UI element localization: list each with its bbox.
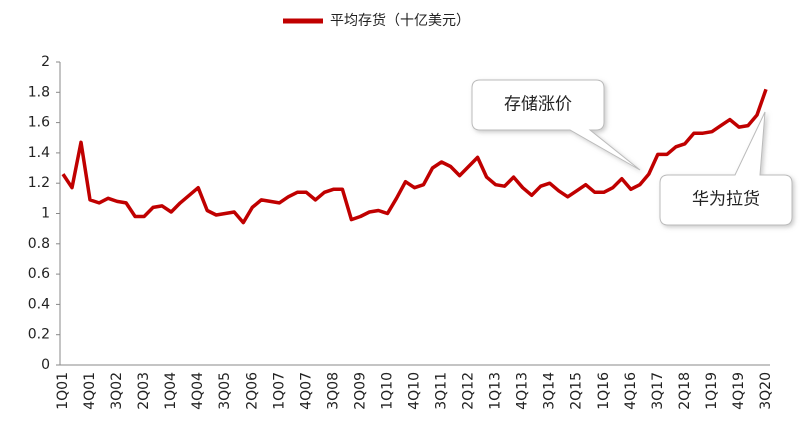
x-tick-label: 4Q16 bbox=[623, 372, 639, 410]
x-tick-label: 4Q13 bbox=[515, 372, 531, 410]
y-tick-label: 1.2 bbox=[28, 175, 50, 191]
x-tick-label: 2Q09 bbox=[352, 372, 368, 410]
x-tick-label: 4Q19 bbox=[731, 372, 747, 410]
x-tick-label: 1Q07 bbox=[271, 372, 287, 410]
x-tick-label: 3Q14 bbox=[542, 372, 558, 410]
y-tick-label: 0.2 bbox=[28, 327, 50, 343]
y-tick-label: 1 bbox=[41, 206, 50, 222]
legend-label: 平均存货（十亿美元） bbox=[330, 12, 470, 29]
x-tick-label: 3Q17 bbox=[650, 372, 666, 410]
x-tick-label: 2Q12 bbox=[461, 372, 477, 410]
callout: 存储涨价 bbox=[471, 79, 641, 171]
x-tick-label: 1Q19 bbox=[704, 372, 720, 410]
x-tick-label: 4Q04 bbox=[190, 372, 206, 410]
x-tick-label: 3Q05 bbox=[217, 372, 233, 410]
y-tick-label: 0.6 bbox=[28, 266, 50, 282]
annotation: 华为拉货 bbox=[692, 190, 760, 210]
x-tick-label: 1Q01 bbox=[55, 372, 71, 410]
callout-box bbox=[659, 111, 793, 226]
y-tick-label: 1.8 bbox=[28, 84, 50, 100]
y-tick-label: 0 bbox=[41, 357, 50, 373]
y-tick-label: 1.4 bbox=[28, 145, 50, 161]
callout: 华为拉货 bbox=[659, 111, 793, 226]
annotation: 存储涨价 bbox=[504, 95, 572, 115]
x-tick-label: 2Q03 bbox=[136, 372, 152, 410]
y-tick-label: 0.8 bbox=[28, 236, 50, 252]
x-tick-label: 2Q15 bbox=[569, 372, 585, 410]
x-tick-label: 1Q16 bbox=[596, 372, 612, 410]
x-tick-label: 2Q06 bbox=[244, 372, 260, 410]
x-tick-label: 3Q02 bbox=[109, 372, 125, 410]
legend: 平均存货（十亿美元） bbox=[283, 12, 470, 29]
y-tick-label: 0.4 bbox=[28, 296, 50, 312]
x-tick-label: 1Q10 bbox=[379, 372, 395, 410]
x-tick-label: 4Q07 bbox=[298, 372, 314, 410]
x-tick-label: 3Q08 bbox=[325, 372, 341, 410]
data-line bbox=[61, 88, 768, 225]
callout-box bbox=[471, 79, 641, 171]
x-tick-label: 3Q11 bbox=[434, 372, 450, 410]
x-tick-label: 4Q10 bbox=[407, 372, 423, 410]
x-tick-label: 3Q20 bbox=[758, 372, 774, 410]
x-tick-label: 1Q04 bbox=[163, 372, 179, 410]
x-tick-label: 4Q01 bbox=[82, 372, 98, 410]
x-tick-label: 1Q13 bbox=[488, 372, 504, 410]
x-tick-label: 2Q18 bbox=[677, 372, 693, 410]
y-tick-label: 2 bbox=[41, 54, 50, 70]
y-tick-label: 1.6 bbox=[28, 115, 50, 131]
